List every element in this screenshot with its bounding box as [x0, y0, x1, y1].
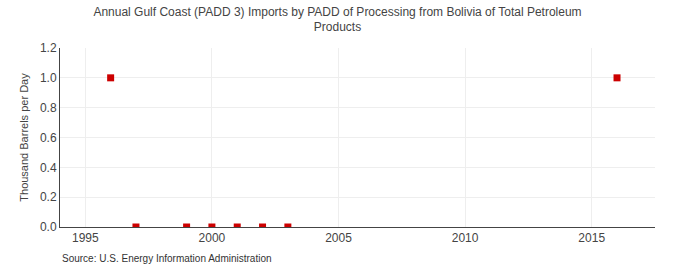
- svg-text:1995: 1995: [72, 231, 99, 245]
- svg-text:1.2: 1.2: [40, 41, 57, 55]
- svg-text:2010: 2010: [452, 231, 479, 245]
- svg-text:0.6: 0.6: [40, 131, 57, 145]
- svg-text:1.0: 1.0: [40, 71, 57, 85]
- svg-text:0.2: 0.2: [40, 190, 57, 204]
- svg-text:0.4: 0.4: [40, 161, 57, 175]
- svg-text:0.8: 0.8: [40, 101, 57, 115]
- svg-text:Thousand Barrels per Day: Thousand Barrels per Day: [18, 73, 30, 202]
- svg-text:2015: 2015: [578, 231, 605, 245]
- svg-text:2005: 2005: [325, 231, 352, 245]
- svg-text:0.0: 0.0: [40, 220, 57, 234]
- svg-text:2000: 2000: [199, 231, 226, 245]
- svg-text:Annual Gulf Coast (PADD 3) Imp: Annual Gulf Coast (PADD 3) Imports by PA…: [93, 5, 581, 35]
- svg-text:Source: U.S. Energy Informatio: Source: U.S. Energy Information Administ…: [62, 253, 272, 264]
